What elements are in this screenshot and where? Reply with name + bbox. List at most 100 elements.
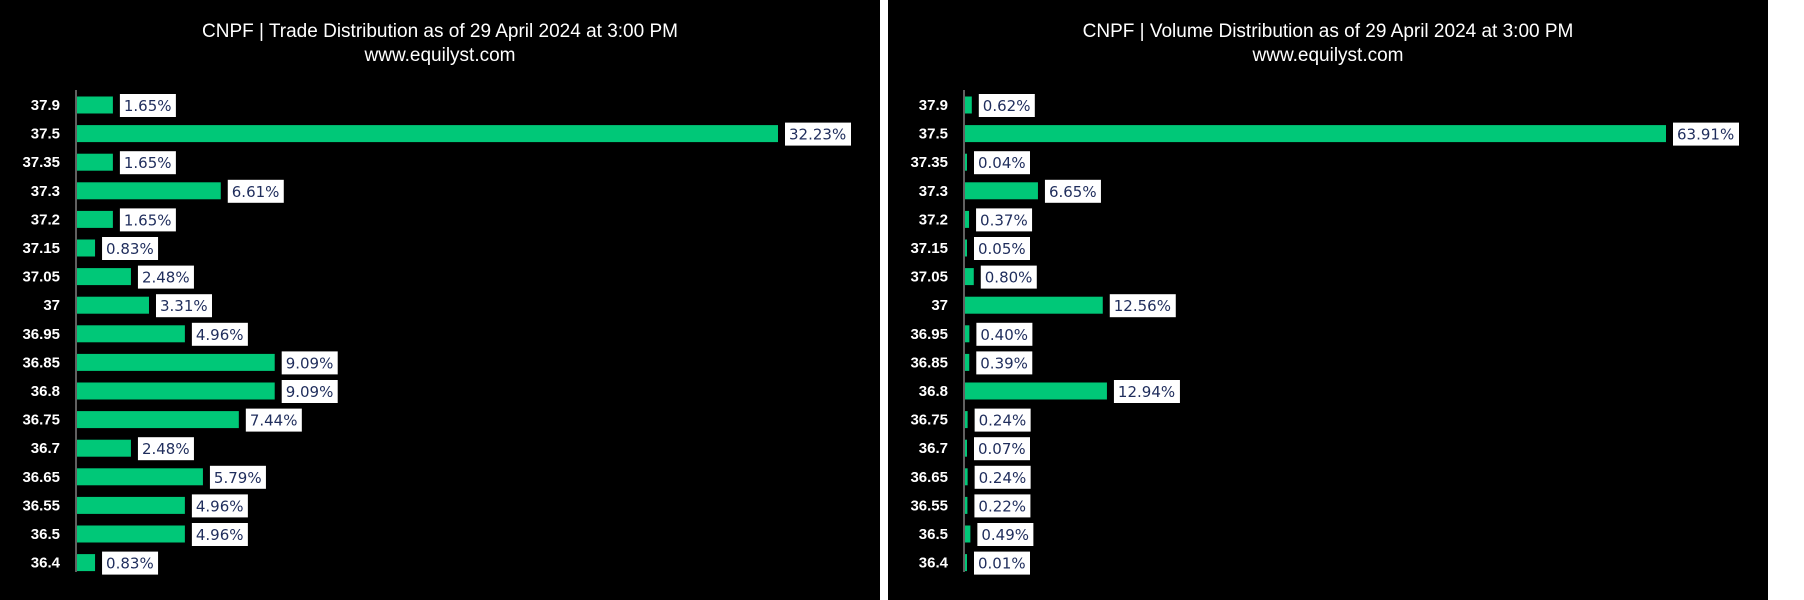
- bar: [965, 96, 972, 114]
- bar: [77, 268, 131, 286]
- chart-title: CNPF | Trade Distribution as of 29 April…: [202, 21, 678, 42]
- bar: [77, 353, 275, 371]
- data-label-box: [1044, 179, 1101, 203]
- bar: [77, 153, 113, 171]
- data-label: 0.24%: [974, 465, 1031, 489]
- data-label: 5.79%: [209, 465, 266, 489]
- data-label-box: [209, 465, 266, 489]
- bar: [77, 439, 131, 457]
- category-label: 36.7: [31, 440, 60, 457]
- data-label-box: [978, 94, 1035, 117]
- data-label: 1.65%: [119, 208, 176, 232]
- data-label-text: 3.31%: [160, 297, 208, 315]
- category-label: 36.55: [910, 497, 948, 514]
- data-label-text: 12.56%: [1114, 297, 1171, 315]
- category-label: 36.85: [910, 354, 948, 371]
- data-label-box: [977, 523, 1034, 546]
- bar: [965, 325, 970, 343]
- bar: [77, 382, 275, 400]
- data-label: 0.39%: [976, 351, 1033, 375]
- bar: [965, 353, 970, 371]
- category-label: 37.3: [919, 183, 948, 200]
- chart-title: CNPF | Volume Distribution as of 29 Apri…: [1082, 21, 1574, 42]
- data-label-text: 0.80%: [985, 269, 1033, 287]
- category-label: 37.05: [22, 269, 60, 286]
- data-label: 1.65%: [119, 151, 176, 175]
- data-label-text: 6.65%: [1049, 183, 1097, 201]
- chart-subtitle: www.equilyst.com: [1252, 45, 1404, 66]
- category-label: 36.75: [910, 412, 948, 429]
- bar: [77, 411, 239, 429]
- category-label: 36.4: [919, 555, 949, 572]
- data-label-text: 0.05%: [978, 240, 1026, 258]
- data-label-text: 0.83%: [106, 555, 154, 573]
- data-label-text: 0.04%: [978, 154, 1026, 172]
- data-label-text: 0.62%: [983, 97, 1031, 115]
- bar: [965, 268, 974, 286]
- category-label: 37.15: [910, 240, 948, 257]
- volume-distribution-panel: CNPF | Volume Distribution as of 29 Apri…: [888, 0, 1768, 600]
- data-label-box: [976, 322, 1033, 346]
- category-label: 37: [931, 297, 948, 314]
- data-label: 2.48%: [137, 437, 194, 461]
- category-label: 36.65: [910, 469, 948, 486]
- data-label: 6.61%: [227, 179, 284, 203]
- data-label: 9.09%: [281, 351, 338, 375]
- data-label: 4.96%: [191, 494, 248, 518]
- bar: [77, 125, 778, 143]
- data-label-box: [974, 151, 1030, 175]
- data-label: 1.65%: [119, 94, 176, 117]
- data-label: 12.94%: [1113, 380, 1180, 403]
- data-label-box: [102, 551, 159, 575]
- data-label: 0.83%: [102, 551, 159, 575]
- data-label-box: [119, 94, 176, 117]
- data-label-box: [974, 408, 1031, 432]
- bar: [965, 525, 971, 543]
- data-label-box: [119, 151, 176, 175]
- data-label: 0.49%: [977, 523, 1034, 546]
- data-label-text: 0.40%: [980, 326, 1028, 344]
- category-label: 37.35: [910, 154, 948, 171]
- data-label: 4.96%: [191, 523, 248, 546]
- data-label-box: [974, 551, 1030, 575]
- data-label-box: [281, 351, 338, 375]
- data-label-box: [976, 208, 1033, 232]
- data-label-box: [785, 122, 851, 146]
- data-label-box: [155, 294, 212, 318]
- data-label-text: 2.48%: [142, 440, 190, 458]
- data-label-box: [227, 179, 284, 203]
- bar: [965, 239, 967, 257]
- bar: [77, 496, 185, 514]
- data-label-text: 1.65%: [124, 211, 172, 229]
- data-label: 0.07%: [974, 437, 1030, 461]
- data-label: 4.96%: [191, 322, 248, 346]
- bar: [77, 182, 221, 200]
- bar: [77, 525, 185, 543]
- category-label: 37.9: [31, 97, 60, 114]
- data-label: 0.24%: [974, 408, 1031, 432]
- data-label-text: 32.23%: [789, 126, 846, 144]
- data-label-box: [191, 494, 248, 518]
- data-label-box: [974, 237, 1030, 260]
- category-label: 36.95: [910, 326, 948, 343]
- trade-distribution-chart: 37.9 1.65% 37.5 32.23% 37.35 1.65% 37.3 6.61% 37…: [22, 90, 851, 575]
- data-label-box: [974, 437, 1030, 461]
- data-label-text: 1.65%: [124, 97, 172, 115]
- category-label: 37.5: [31, 126, 60, 143]
- data-label: 63.91%: [1673, 122, 1739, 146]
- chart-subtitle: www.equilyst.com: [364, 45, 516, 66]
- data-label-text: 7.44%: [250, 412, 298, 430]
- data-label: 7.44%: [245, 408, 302, 432]
- data-label-text: 0.39%: [980, 354, 1028, 372]
- category-label: 36.8: [31, 383, 60, 400]
- data-label: 0.37%: [976, 208, 1033, 232]
- data-label-text: 0.24%: [979, 412, 1027, 430]
- category-label: 37.9: [919, 97, 948, 114]
- data-label-text: 0.07%: [978, 440, 1026, 458]
- category-label: 37: [43, 297, 60, 314]
- data-label-text: 4.96%: [196, 526, 244, 544]
- data-label: 0.22%: [974, 494, 1031, 518]
- category-label: 36.8: [919, 383, 948, 400]
- data-label-box: [1673, 122, 1739, 146]
- category-label: 36.65: [22, 469, 60, 486]
